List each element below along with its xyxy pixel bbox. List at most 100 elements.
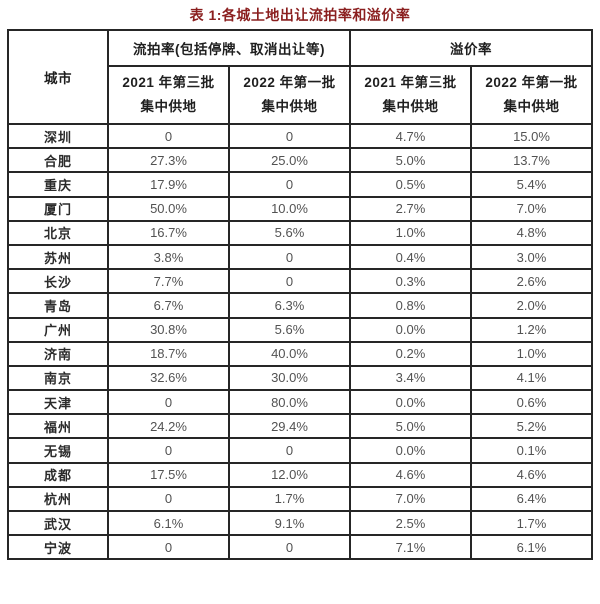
value-cell: 13.7% <box>470 147 593 174</box>
city-cell: 广州 <box>7 316 109 343</box>
table-header: 城市 流拍率(包括停牌、取消出让等) 溢价率 2021 年第三批 集中供地 20… <box>7 29 593 125</box>
value-cell: 18.7% <box>107 340 230 367</box>
table-row: 深圳 0 0 4.7% 15.0% <box>7 122 593 150</box>
table-body: 深圳 0 0 4.7% 15.0% 合肥 27.3% 25.0% 5.0% 13.7% 重庆 17.9… <box>7 122 593 561</box>
table-row: 广州 30.8% 5.6% 0.0% 1.2% <box>7 316 593 343</box>
value-cell: 25.0% <box>228 147 351 174</box>
city-cell: 宁波 <box>7 534 109 561</box>
table-row: 重庆 17.9% 0 0.5% 5.4% <box>7 171 593 198</box>
city-cell: 无锡 <box>7 437 109 464</box>
city-cell: 合肥 <box>7 147 109 174</box>
value-cell: 30.0% <box>228 364 351 392</box>
table-row: 济南 18.7% 40.0% 0.2% 1.0% <box>7 340 593 367</box>
sub-header-line: 2022 年第一批 <box>485 75 578 90</box>
value-cell: 0.8% <box>349 292 472 319</box>
value-cell: 17.5% <box>107 461 230 488</box>
value-cell: 0.3% <box>349 268 472 295</box>
value-cell: 7.0% <box>349 485 472 513</box>
value-cell: 2.7% <box>349 195 472 222</box>
city-cell: 长沙 <box>7 268 109 295</box>
sub-header-failure-2022-batch1: 2022 年第一批 集中供地 <box>228 65 351 125</box>
city-cell: 深圳 <box>7 122 109 150</box>
sub-header-line: 集中供地 <box>382 99 439 114</box>
city-cell: 南京 <box>7 364 109 392</box>
value-cell: 0 <box>107 534 230 561</box>
city-cell: 武汉 <box>7 509 109 537</box>
value-cell: 7.7% <box>107 268 230 295</box>
value-cell: 4.1% <box>470 364 593 392</box>
value-cell: 0.6% <box>470 389 593 416</box>
value-cell: 24.2% <box>107 413 230 440</box>
sub-header-line: 集中供地 <box>140 99 197 114</box>
table-row: 南京 32.6% 30.0% 3.4% 4.1% <box>7 364 593 392</box>
value-cell: 16.7% <box>107 219 230 246</box>
city-cell: 成都 <box>7 461 109 488</box>
sub-header-premium-2021-batch3: 2021 年第三批 集中供地 <box>349 65 472 125</box>
value-cell: 4.7% <box>349 122 472 150</box>
city-cell: 苏州 <box>7 243 109 271</box>
group-header-row: 城市 流拍率(包括停牌、取消出让等) 溢价率 <box>7 29 593 125</box>
value-cell: 4.6% <box>349 461 472 488</box>
city-cell: 北京 <box>7 219 109 246</box>
value-cell: 6.7% <box>107 292 230 319</box>
group-header-premium-rate: 溢价率 <box>349 29 593 67</box>
value-cell: 0 <box>107 389 230 416</box>
sub-header-line: 集中供地 <box>261 99 318 114</box>
value-cell: 0 <box>107 122 230 150</box>
value-cell: 0 <box>228 122 351 150</box>
city-cell: 福州 <box>7 413 109 440</box>
city-cell: 杭州 <box>7 485 109 513</box>
value-cell: 12.0% <box>228 461 351 488</box>
value-cell: 2.0% <box>470 292 593 319</box>
value-cell: 0 <box>228 171 351 198</box>
city-cell: 天津 <box>7 389 109 416</box>
value-cell: 0.1% <box>470 437 593 464</box>
table-row: 天津 0 80.0% 0.0% 0.6% <box>7 389 593 416</box>
value-cell: 5.4% <box>470 171 593 198</box>
value-cell: 9.1% <box>228 509 351 537</box>
value-cell: 0 <box>107 437 230 464</box>
table-row: 苏州 3.8% 0 0.4% 3.0% <box>7 243 593 271</box>
value-cell: 5.6% <box>228 316 351 343</box>
value-cell: 2.6% <box>470 268 593 295</box>
sub-header-premium-2022-batch1: 2022 年第一批 集中供地 <box>470 65 593 125</box>
city-cell: 青岛 <box>7 292 109 319</box>
value-cell: 0 <box>228 268 351 295</box>
value-cell: 5.0% <box>349 147 472 174</box>
value-cell: 1.0% <box>349 219 472 246</box>
table-row: 武汉 6.1% 9.1% 2.5% 1.7% <box>7 509 593 537</box>
value-cell: 2.5% <box>349 509 472 537</box>
land-auction-table: 城市 流拍率(包括停牌、取消出让等) 溢价率 2021 年第三批 集中供地 20… <box>7 29 593 561</box>
value-cell: 0.4% <box>349 243 472 271</box>
value-cell: 29.4% <box>228 413 351 440</box>
value-cell: 1.7% <box>470 509 593 537</box>
value-cell: 0 <box>228 534 351 561</box>
table-row: 成都 17.5% 12.0% 4.6% 4.6% <box>7 461 593 488</box>
table-title: 表 1:各城土地出让流拍率和溢价率 <box>189 7 411 23</box>
value-cell: 30.8% <box>107 316 230 343</box>
value-cell: 4.6% <box>470 461 593 488</box>
value-cell: 5.2% <box>470 413 593 440</box>
table-row: 杭州 0 1.7% 7.0% 6.4% <box>7 485 593 513</box>
value-cell: 1.7% <box>228 485 351 513</box>
table-row: 厦门 50.0% 10.0% 2.7% 7.0% <box>7 195 593 222</box>
table-row: 宁波 0 0 7.1% 6.1% <box>7 534 593 561</box>
table-row: 福州 24.2% 29.4% 5.0% 5.2% <box>7 413 593 440</box>
value-cell: 80.0% <box>228 389 351 416</box>
value-cell: 1.2% <box>470 316 593 343</box>
value-cell: 5.0% <box>349 413 472 440</box>
city-cell: 济南 <box>7 340 109 367</box>
sub-header-line: 2021 年第三批 <box>122 75 215 90</box>
value-cell: 15.0% <box>470 122 593 150</box>
value-cell: 0 <box>228 243 351 271</box>
value-cell: 32.6% <box>107 364 230 392</box>
value-cell: 0.5% <box>349 171 472 198</box>
city-cell: 重庆 <box>7 171 109 198</box>
value-cell: 3.8% <box>107 243 230 271</box>
sub-header-failure-2021-batch3: 2021 年第三批 集中供地 <box>107 65 230 125</box>
value-cell: 6.3% <box>228 292 351 319</box>
value-cell: 17.9% <box>107 171 230 198</box>
value-cell: 3.0% <box>470 243 593 271</box>
sub-header-line: 2021 年第三批 <box>364 75 457 90</box>
value-cell: 27.3% <box>107 147 230 174</box>
